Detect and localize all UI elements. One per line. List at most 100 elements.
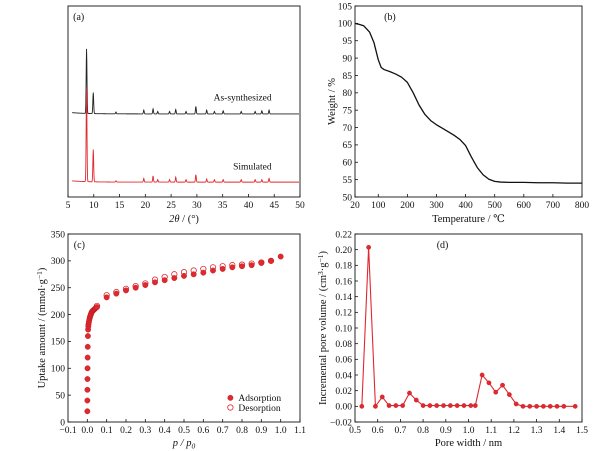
y-tick-label: 0.00 [335,403,352,413]
adsorption-point [84,354,91,361]
y-tick-label: 70 [343,124,353,134]
y-tick-label: 0.10 [335,324,352,334]
psd-point [447,403,453,408]
psd-point [554,403,560,409]
adsorption-point [171,275,178,281]
y-tick-label: 250 [51,284,66,294]
psd-point [493,389,499,395]
x-tick-label: 1.0 [275,426,287,436]
plot-frame [67,5,301,198]
y-tick-label: 200 [51,311,66,321]
panel-c: −0.1 0.0 0.1 0.2 0.3 0.4 0.5 0.6 0.7 0.8 0.9 1.0 1.1… [35,230,306,450]
x-tick-label: 0.4 [159,426,171,436]
x-tick-label: 20 [141,201,151,211]
y-tick-label: 0.18 [335,262,352,272]
adsorption-point [277,253,284,260]
adsorption-point [229,264,236,271]
y-tick-label: 0.02 [335,387,352,397]
panel-d: 0.5 0.6 0.7 0.8 0.9 1.0 1.1 1.2 1.3 1.4 1.5 −0.02 0.… [316,230,588,449]
x-tick-label: 0.8 [417,426,429,436]
psd-point [527,403,533,409]
x-tick-label: 200 [400,201,415,211]
x-tick-label: 300 [429,201,444,211]
y-axis-label-superscript: −1 [35,271,44,279]
x-tick-label: 0.5 [349,426,361,436]
adsorption-point [84,365,91,372]
y-tick-label: 65 [343,141,353,151]
x-tick-label: 25 [166,201,176,211]
psd-point [547,403,553,409]
psd-point [520,403,526,409]
adsorption-point [103,294,110,301]
series-label-as-synthesized: As-synthesized [214,93,272,103]
y-tick-label: 90 [343,54,353,64]
psd-point [366,244,371,250]
adsorption-point [84,408,91,415]
x-tick-label: 0.9 [255,426,267,436]
adsorption-point [142,282,149,288]
series-label-simulated: Simulated [233,163,272,173]
x-tick-label: 0.2 [120,426,132,436]
x-tick-label: 0.0 [81,426,93,436]
adsorption-point [85,333,91,339]
y-tick-label: 0 [60,418,65,428]
adsorption-point [181,272,187,279]
x-tick-label: −0.1 [59,426,76,436]
tga-curve [354,22,582,184]
y-tick-label: 0.22 [335,230,352,240]
psd-point [479,372,485,378]
x-axis-label-main: p / p [172,438,192,449]
psd-point [472,403,478,408]
y-axis-label-main: Uptake amount / (mmol·g [37,278,48,388]
psd-point [407,390,412,396]
legend-marker-adsorption [227,394,234,401]
psd-point [400,403,406,408]
psd-point [420,403,426,408]
y-tick-label: 350 [51,230,66,240]
y-axis-label-ylabel-sup1: 3 [316,271,325,275]
adsorption-point [268,257,274,264]
x-axis-label: Temperature / ℃ [432,214,505,225]
y-tick-label: 50 [343,193,353,203]
adsorption-point [239,263,245,270]
x-axis-label: 2θ / (°) [169,214,199,225]
adsorption-point [123,287,129,294]
x-tick-label: 0.5 [178,426,190,436]
y-tick-label: 0.14 [335,293,352,303]
psd-point [541,403,546,409]
x-axis-label: p / p0 [172,438,196,451]
y-tick-label: 0.20 [335,246,352,256]
adsorption-point [84,397,91,404]
panel-label: (b) [384,12,396,23]
psd-point [534,403,539,409]
x-tick-label: 100 [371,201,386,211]
adsorption-point [258,260,265,266]
x-tick-label: 1.3 [531,426,543,436]
adsorption-point [94,304,100,310]
psd-point [468,403,474,408]
x-tick-label: 0.1 [101,426,113,436]
x-tick-label: 0.8 [236,426,248,436]
y-tick-label: 300 [51,257,66,267]
y-axis-label: Weight / % [327,78,338,125]
psd-point [413,397,419,403]
psd-point [513,401,519,407]
psd-point [572,403,578,409]
psd-point [486,380,492,386]
adsorption-point [190,271,197,278]
y-axis-label: Uptake amount / (mmol·g−1) [35,267,48,388]
xrd-series-line [72,87,299,183]
adsorption-point [248,262,255,269]
psd-point [500,382,505,388]
x-tick-label: 40 [244,201,254,211]
panel-label: (d) [437,240,449,251]
y-tick-label: 105 [338,2,353,12]
adsorption-point [84,376,91,382]
x-tick-label: 700 [546,201,561,211]
psd-point [441,403,446,408]
psd-point [373,403,378,409]
x-tick-label: 800 [575,201,590,211]
x-tick-label: 10 [89,201,99,211]
x-tick-label: 1.2 [508,426,520,436]
